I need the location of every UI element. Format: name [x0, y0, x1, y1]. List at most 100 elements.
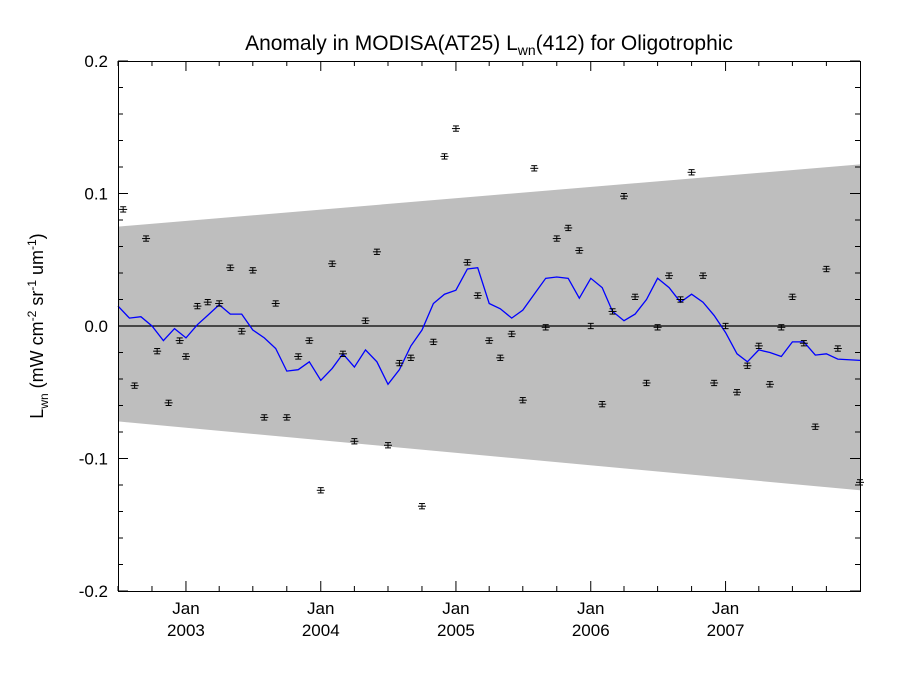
y-tick-label: 0.2 — [84, 52, 108, 71]
y-label-part: -1 — [25, 280, 39, 291]
y-axis: 0.2 0.1 0.0 -0.1 -0.2 — [79, 52, 860, 601]
data-point — [575, 247, 584, 254]
data-point — [383, 442, 392, 449]
data-point — [328, 260, 337, 267]
data-point — [175, 337, 184, 344]
y-label-part: um — [27, 250, 47, 280]
data-point — [473, 292, 482, 299]
data-point — [226, 264, 235, 271]
y-axis-label: Lwn (mW cm-2 sr-1 um-1) — [25, 233, 51, 418]
data-point — [372, 248, 381, 255]
x-tick-month: Jan — [307, 599, 334, 618]
data-point — [496, 354, 505, 361]
data-point — [248, 267, 257, 274]
x-axis: Jan 2003 Jan 2004 Jan 2005 Jan 2006 Jan 2007 — [117, 61, 827, 640]
data-point — [350, 438, 359, 445]
data-point — [260, 414, 269, 421]
data-point — [777, 324, 786, 331]
x-tick-year: 2007 — [707, 621, 745, 640]
data-point — [142, 235, 151, 242]
x-tick-year: 2003 — [167, 621, 205, 640]
data-point — [215, 300, 224, 307]
data-point — [440, 153, 449, 160]
running-mean-line — [117, 266, 861, 386]
y-label-part: (mW cm — [27, 321, 47, 393]
data-point — [153, 348, 162, 355]
chart-title-prefix: Anomaly in MODISA(AT25) L — [245, 32, 518, 55]
data-point — [282, 414, 291, 421]
y-tick-label: 0.1 — [84, 185, 108, 204]
data-point — [598, 401, 607, 408]
data-point — [653, 324, 662, 331]
y-label-part: sr — [27, 291, 47, 311]
band-layer — [118, 164, 860, 491]
data-point — [754, 342, 763, 350]
y-tick-label: 0.0 — [84, 317, 108, 336]
x-tick-year: 2004 — [302, 621, 340, 640]
data-point — [822, 265, 831, 273]
data-point — [586, 322, 595, 330]
data-point — [518, 397, 527, 404]
grey-band — [118, 164, 860, 491]
x-tick-month: Jan — [172, 599, 199, 618]
data-point — [833, 345, 842, 352]
data-point — [564, 224, 573, 232]
y-label-sub: wn — [37, 393, 51, 409]
x-tick-month: Jan — [577, 599, 604, 618]
data-point — [305, 337, 314, 344]
data-point — [451, 125, 460, 132]
data-point — [676, 296, 685, 303]
data-point — [130, 382, 139, 389]
data-point — [743, 362, 752, 369]
data-point — [338, 350, 347, 357]
data-point — [119, 206, 128, 213]
line-layer — [117, 266, 861, 386]
y-label-part: ) — [27, 233, 47, 239]
data-point — [665, 272, 674, 279]
points-layer — [119, 125, 864, 510]
data-point — [710, 379, 719, 387]
data-point — [642, 379, 651, 387]
data-point — [507, 330, 516, 338]
x-tick-month: Jan — [442, 599, 469, 618]
data-point — [294, 353, 303, 360]
data-point — [765, 381, 774, 388]
data-point — [316, 487, 325, 494]
data-point — [237, 328, 246, 335]
data-point — [619, 193, 628, 200]
x-tick-year: 2006 — [572, 621, 610, 640]
data-point — [406, 354, 415, 361]
data-point — [687, 169, 696, 176]
data-point — [463, 259, 472, 266]
data-point — [361, 317, 370, 324]
data-point — [164, 399, 173, 406]
y-label-main: L — [27, 409, 47, 419]
chart-title-suffix: (412) for Oligotrophic — [536, 32, 733, 55]
data-point — [395, 359, 404, 367]
x-tick-year: 2005 — [437, 621, 475, 640]
data-point — [429, 338, 438, 346]
y-tick-label: -0.2 — [79, 582, 108, 601]
data-point — [799, 340, 808, 347]
data-point — [181, 353, 190, 360]
y-tick-label: -0.1 — [79, 450, 108, 469]
data-point — [811, 423, 820, 430]
x-tick-month: Jan — [712, 599, 739, 618]
data-point — [193, 302, 202, 310]
data-point — [721, 322, 730, 330]
data-point — [417, 503, 426, 510]
data-point — [608, 308, 617, 315]
data-point — [631, 293, 640, 300]
chart-title: Anomaly in MODISA(AT25) Lwn(412) for Oli… — [245, 32, 733, 58]
y-label-part: -1 — [25, 239, 39, 250]
data-point — [552, 235, 561, 242]
data-point — [203, 299, 212, 306]
chart-title-subscript: wn — [517, 42, 536, 58]
data-point — [788, 293, 797, 300]
data-point — [485, 337, 494, 344]
data-point — [699, 272, 708, 279]
data-point — [541, 324, 550, 331]
data-point — [271, 300, 280, 307]
data-point — [733, 389, 742, 396]
